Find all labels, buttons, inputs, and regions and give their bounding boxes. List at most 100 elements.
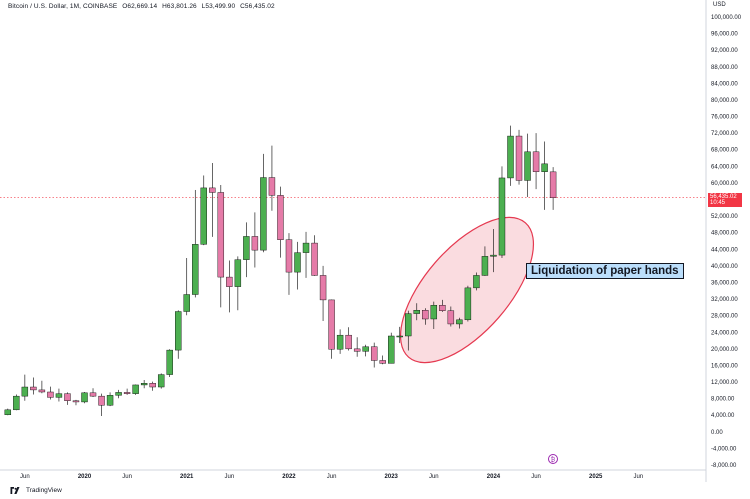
candle[interactable]	[345, 327, 352, 351]
y-tick-label: 60,000.00	[711, 181, 738, 187]
symbol-name[interactable]: Bitcoin / U.S. Dollar, 1M, COINBASE	[8, 3, 118, 10]
candle[interactable]	[456, 317, 463, 329]
candle-body	[166, 349, 173, 375]
candle-body	[498, 177, 506, 256]
candle[interactable]	[38, 380, 46, 394]
candle-body	[217, 192, 225, 278]
candle[interactable]	[64, 392, 71, 405]
candle[interactable]	[549, 167, 557, 210]
candle[interactable]	[243, 222, 250, 278]
candle-body	[38, 389, 46, 393]
candle[interactable]	[532, 133, 540, 190]
y-tick-label: 100,000.00	[711, 15, 742, 21]
y-tick-label: 76,000.00	[711, 115, 738, 121]
candle[interactable]	[81, 391, 88, 404]
candle[interactable]	[115, 389, 122, 399]
candle-body	[234, 259, 242, 287]
y-axis-ticks: 100,000.00 96,000.00 92,000.00 88,000.00 84,…	[711, 15, 742, 469]
candle[interactable]	[55, 388, 63, 402]
candle[interactable]	[192, 189, 199, 298]
candle[interactable]	[311, 235, 318, 276]
candle[interactable]	[72, 399, 80, 406]
candle[interactable]	[251, 212, 259, 268]
candle[interactable]	[183, 258, 190, 316]
candle[interactable]	[328, 299, 335, 359]
candle[interactable]	[294, 241, 301, 290]
candle[interactable]	[422, 308, 429, 325]
candle[interactable]	[21, 374, 29, 401]
candle-body	[336, 334, 344, 350]
y-tick-label: 0.00	[711, 430, 723, 436]
candle[interactable]	[490, 228, 497, 273]
candle-body	[507, 135, 514, 179]
candle[interactable]	[89, 388, 97, 397]
candle[interactable]	[447, 306, 455, 327]
candle[interactable]	[209, 163, 216, 237]
candle-body	[55, 393, 63, 398]
event-marker-icon[interactable]: ₿	[548, 454, 558, 464]
candle[interactable]	[226, 260, 233, 313]
candle[interactable]	[481, 246, 489, 276]
x-tick-label: Jun	[122, 474, 132, 480]
candle-body	[21, 386, 29, 397]
candle[interactable]	[524, 133, 531, 198]
tradingview-footer[interactable]: TradingView	[7, 487, 62, 494]
candle-body	[251, 236, 259, 251]
candle[interactable]	[157, 373, 165, 389]
candle[interactable]	[175, 310, 182, 359]
x-tick-label: Jun	[327, 474, 337, 480]
candle[interactable]	[379, 355, 386, 365]
candle[interactable]	[515, 129, 523, 185]
candle[interactable]	[473, 272, 480, 291]
candle-body	[13, 395, 20, 411]
y-tick-label: 64,000.00	[711, 164, 738, 170]
candle[interactable]	[405, 310, 412, 351]
candles-layer	[4, 125, 557, 417]
candle[interactable]	[498, 166, 506, 259]
candle-body	[413, 310, 420, 314]
candle[interactable]	[47, 386, 54, 400]
candle[interactable]	[464, 285, 472, 322]
candle-body	[115, 392, 122, 396]
candle-body	[345, 334, 352, 350]
candle[interactable]	[30, 377, 37, 395]
candle[interactable]	[430, 301, 438, 329]
candle[interactable]	[4, 408, 12, 416]
candle[interactable]	[370, 342, 378, 368]
currency-label[interactable]: USD	[713, 2, 726, 8]
candle[interactable]	[200, 175, 207, 246]
candle[interactable]	[13, 394, 20, 411]
candle[interactable]	[217, 185, 225, 308]
candle[interactable]	[132, 384, 139, 395]
candle[interactable]	[507, 125, 514, 186]
candle[interactable]	[336, 329, 344, 354]
candle[interactable]	[123, 388, 131, 395]
candle[interactable]	[268, 145, 276, 211]
candle-body	[379, 360, 386, 364]
candle[interactable]	[353, 337, 361, 357]
candle[interactable]	[388, 332, 395, 364]
candle[interactable]	[302, 231, 310, 278]
bar-close-timer: 10:45	[710, 200, 726, 207]
candle[interactable]	[277, 186, 284, 258]
candle[interactable]	[260, 153, 267, 253]
candle[interactable]	[140, 379, 148, 389]
candle[interactable]	[166, 349, 173, 378]
candle[interactable]	[396, 326, 403, 344]
annotation-label[interactable]: Liquidation of paper hands	[526, 263, 684, 279]
candle[interactable]	[439, 299, 446, 312]
candle[interactable]	[106, 392, 114, 407]
candle-body	[47, 391, 54, 398]
candle-body	[157, 374, 165, 388]
candle[interactable]	[234, 256, 242, 311]
candle[interactable]	[319, 265, 327, 322]
candle[interactable]	[413, 303, 420, 321]
candle-body	[123, 392, 131, 394]
candle[interactable]	[149, 381, 156, 391]
candle[interactable]	[362, 344, 369, 357]
x-tick-label: 2025	[589, 474, 603, 480]
candle[interactable]	[541, 141, 548, 210]
candle[interactable]	[98, 393, 105, 417]
candle[interactable]	[285, 233, 293, 295]
